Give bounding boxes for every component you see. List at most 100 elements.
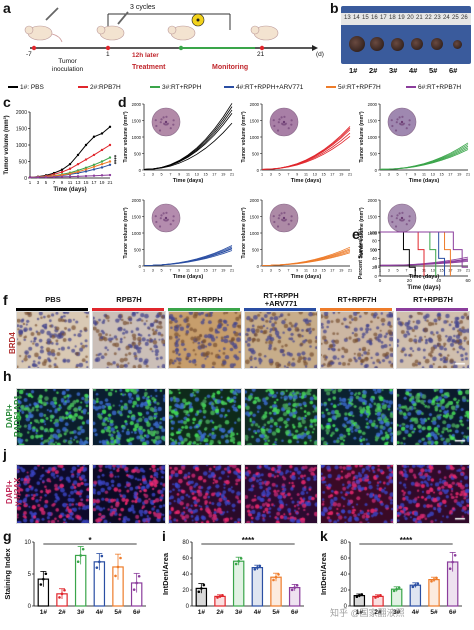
legend-label: 3#:RT+RPPH xyxy=(162,84,202,91)
replicate-point xyxy=(81,547,85,551)
x-tick-label: 13 xyxy=(431,269,435,273)
histology-cell xyxy=(287,223,290,226)
histology-cell xyxy=(405,223,408,226)
replicate-point xyxy=(397,586,401,589)
histology-cell xyxy=(159,121,162,124)
legend-swatch xyxy=(78,86,88,89)
y-tick-label: 80 xyxy=(182,540,189,546)
x-tick-label: 6# xyxy=(133,609,141,616)
replicate-point xyxy=(435,576,438,580)
x-tick-label: 40 xyxy=(436,278,442,283)
replicate-point xyxy=(272,578,275,582)
ruler-tick: 13 xyxy=(344,15,351,21)
tumor-photo: 13 14 15 16 17 18 19 20 21 22 23 24 25 26 xyxy=(341,6,471,64)
histology-cell xyxy=(280,212,283,215)
tumor-label-4: 4# xyxy=(409,66,418,75)
y-tick-label: 0 xyxy=(344,604,348,610)
mouse-growth-line xyxy=(143,245,233,266)
replicate-point xyxy=(295,584,299,587)
x-tick-label: 4# xyxy=(254,609,262,616)
x-tick-label: 9 xyxy=(296,173,298,177)
x-tick-label: 9 xyxy=(178,269,180,273)
syringe-icon xyxy=(45,7,59,21)
y-tick-label: 1000 xyxy=(250,135,260,140)
panel-label-g: g xyxy=(3,528,12,544)
histology-cell xyxy=(396,118,399,121)
legend-label: 2#:RPB7H xyxy=(90,84,121,91)
treatment-label: Treatment xyxy=(132,64,166,71)
x-tick-label: 19 xyxy=(339,173,343,177)
panel-label-a: a xyxy=(3,0,11,16)
data-point xyxy=(84,174,88,178)
data-point xyxy=(60,168,64,171)
x-tick-label: 1 xyxy=(261,269,263,273)
panel-label-j: j xyxy=(3,446,7,462)
legend-swatch xyxy=(8,86,18,89)
y-tick-label: 1500 xyxy=(250,214,260,219)
x-axis-title: Time (days) xyxy=(173,178,204,184)
x-tick-label: 5 xyxy=(279,269,281,273)
x-tick-label: 19 xyxy=(339,269,343,273)
ruler-tick: 17 xyxy=(380,15,387,21)
y-axis-title: Tumor volume (mm³) xyxy=(359,111,365,162)
histology-cell xyxy=(280,116,283,119)
x-tick-label: 11 xyxy=(186,173,190,177)
replicate-point xyxy=(76,560,80,564)
y-tick-label: 0 xyxy=(375,168,378,173)
replicate-point xyxy=(416,582,420,585)
replicate-point xyxy=(98,560,101,564)
micro-image-r2-c6 xyxy=(396,388,470,446)
mouse-icon-3 xyxy=(167,25,196,41)
y-tick-label: 2000 xyxy=(132,198,142,203)
replicate-point xyxy=(100,554,104,558)
x-tick-label: 7 xyxy=(53,180,56,185)
data-point xyxy=(60,170,64,174)
data-point xyxy=(36,176,40,179)
data-point xyxy=(68,167,72,170)
micro-image-r2-c2 xyxy=(92,388,166,446)
x-tick-label: 21 xyxy=(348,173,352,177)
y-axis-title: Staining Index xyxy=(3,548,12,600)
legend-swatch xyxy=(150,86,160,89)
histology-cell xyxy=(273,124,276,128)
data-point xyxy=(100,162,104,166)
y-tick-label: 20 xyxy=(372,265,377,270)
legend-item: 5#:RT+RPF7H xyxy=(326,84,381,91)
micro-image-r3-c6 xyxy=(396,464,470,524)
x-tick-label: 5 xyxy=(279,173,281,177)
y-tick-label: 2000 xyxy=(250,102,260,107)
later-label: 12h later xyxy=(132,52,159,59)
x-tick-label: 60 xyxy=(465,278,471,283)
ruler-tick: 15 xyxy=(362,15,369,21)
replicate-point xyxy=(95,566,99,569)
x-tick-label: 15 xyxy=(84,180,89,185)
x-tick-label: 21 xyxy=(466,269,470,273)
x-tick-label: 17 xyxy=(212,173,216,177)
data-point xyxy=(100,166,104,169)
x-tick-label: 2# xyxy=(58,609,66,616)
panel-label-f: f xyxy=(3,292,8,308)
data-point xyxy=(84,168,88,171)
histology-cell xyxy=(408,119,411,122)
chart-g: 0 5 10 Staining Index 1# 2# 3# 4# 5# 6# * xyxy=(3,536,146,616)
data-point xyxy=(92,174,96,177)
x-tick-label: 17 xyxy=(92,180,97,185)
y-tick-label: 1000 xyxy=(16,143,27,149)
legend-item: 1#: PBS xyxy=(8,84,44,91)
x-axis-title: Time (days) xyxy=(407,285,440,291)
histology-cell xyxy=(162,212,165,215)
panel-label-e: e xyxy=(352,226,360,242)
x-tick-label: 3 xyxy=(37,180,40,185)
y-tick-label: 40 xyxy=(372,256,377,261)
y-tick-label: 80 xyxy=(340,540,347,546)
watermark: 知乎 @国家翻液照 xyxy=(330,608,405,618)
histology-cell xyxy=(278,118,281,121)
histology-cell xyxy=(290,215,293,218)
panel-label-c: c xyxy=(3,94,11,110)
x-tick-label: 15 xyxy=(321,269,325,273)
x-tick-label: 7 xyxy=(287,173,289,177)
group-color-bar xyxy=(320,308,392,311)
x-tick-label: 3 xyxy=(270,269,272,273)
data-point xyxy=(76,162,80,166)
histology-cell xyxy=(394,225,398,228)
